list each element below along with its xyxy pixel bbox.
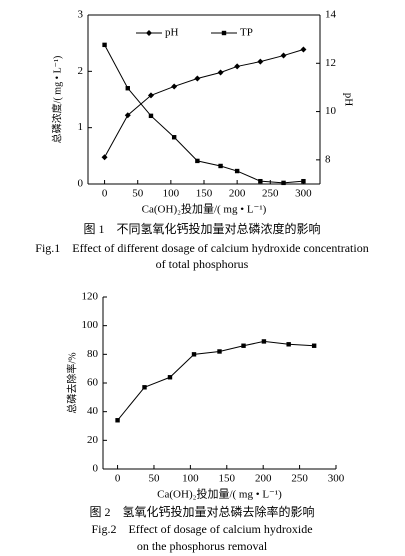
marker [102, 42, 107, 48]
x-tick-label: 50 [148, 473, 160, 485]
y-tick-label: 120 [82, 291, 99, 303]
x-tick-label: 250 [262, 188, 279, 200]
marker [217, 69, 224, 76]
marker [234, 63, 241, 70]
y-tick-label: 0 [93, 463, 99, 475]
y2-tick-label: 10 [325, 105, 337, 117]
marker [218, 163, 223, 169]
marker [234, 168, 240, 174]
marker [125, 86, 130, 91]
caption: 图 1 不同氢氧化钙投加量对总磷浓度的影响 [83, 221, 320, 236]
marker [195, 158, 200, 164]
y2-tick-label: 14 [325, 9, 337, 21]
series-line [117, 340, 315, 421]
y2-tick-label: 8 [325, 153, 331, 165]
y-tick-label: 20 [87, 434, 99, 446]
caption: Fig.2 Effect of dosage of calcium hydrox… [91, 522, 312, 536]
caption: on the phosphorus removal [137, 539, 268, 553]
x-tick-label: 0 [115, 473, 121, 485]
marker [300, 46, 307, 53]
marker [148, 113, 154, 119]
x-tick-label: 150 [219, 473, 236, 485]
marker [241, 343, 246, 348]
x-axis-label: Ca(OH)₂投加量/( mg • L⁻¹) [157, 487, 282, 501]
x-tick-label: 100 [163, 188, 180, 200]
marker [221, 30, 227, 36]
y-tick-label: 40 [87, 405, 99, 417]
x-tick-label: 200 [229, 188, 246, 200]
x-tick-label: 50 [132, 188, 144, 200]
marker [147, 92, 154, 99]
marker [142, 385, 147, 390]
marker [191, 352, 197, 357]
legend-label: TP [240, 27, 253, 39]
y-tick-label: 80 [87, 348, 99, 360]
y-tick-label: 2 [78, 65, 84, 77]
y-tick-label: 100 [82, 319, 99, 331]
marker [171, 83, 178, 90]
marker [194, 75, 201, 82]
marker [217, 349, 222, 354]
marker [124, 112, 131, 119]
marker [311, 343, 317, 348]
marker [101, 154, 108, 161]
x-tick-label: 250 [291, 473, 308, 485]
x-axis-label: Ca(OH)₂投加量/( mg • L⁻¹) [142, 202, 267, 216]
marker [258, 178, 263, 184]
x-tick-label: 300 [328, 473, 345, 485]
marker [115, 418, 120, 423]
x-tick-label: 200 [255, 473, 272, 485]
marker [286, 342, 291, 347]
marker [281, 180, 286, 186]
y2-axis-label: pH [342, 93, 354, 107]
marker [171, 135, 177, 140]
series-line [104, 44, 304, 184]
y-tick-label: 60 [87, 377, 99, 389]
y-axis-label: 总磷去除率/% [65, 352, 78, 413]
marker [261, 339, 267, 344]
y-tick-label: 0 [78, 178, 84, 190]
caption: Fig.1 Effect of different dosage of calc… [35, 241, 368, 255]
x-tick-label: 100 [182, 473, 199, 485]
y-tick-label: 3 [78, 9, 84, 21]
marker [280, 52, 287, 59]
legend-label: pH [165, 27, 179, 39]
x-tick-label: 300 [295, 188, 312, 200]
y-tick-label: 1 [78, 121, 84, 133]
x-tick-label: 0 [102, 188, 108, 200]
y2-tick-label: 12 [325, 57, 336, 69]
marker [257, 58, 264, 65]
series-line [104, 49, 304, 158]
x-tick-label: 150 [196, 188, 213, 200]
marker [301, 178, 306, 184]
marker [167, 375, 173, 380]
marker [146, 30, 152, 36]
caption: 图 2 氢氧化钙投加量对总磷去除率的影响 [89, 504, 314, 519]
y-axis-label: 总磷浓度/( mg • L⁻¹) [50, 56, 63, 144]
caption: of total phosphorus [156, 257, 249, 271]
